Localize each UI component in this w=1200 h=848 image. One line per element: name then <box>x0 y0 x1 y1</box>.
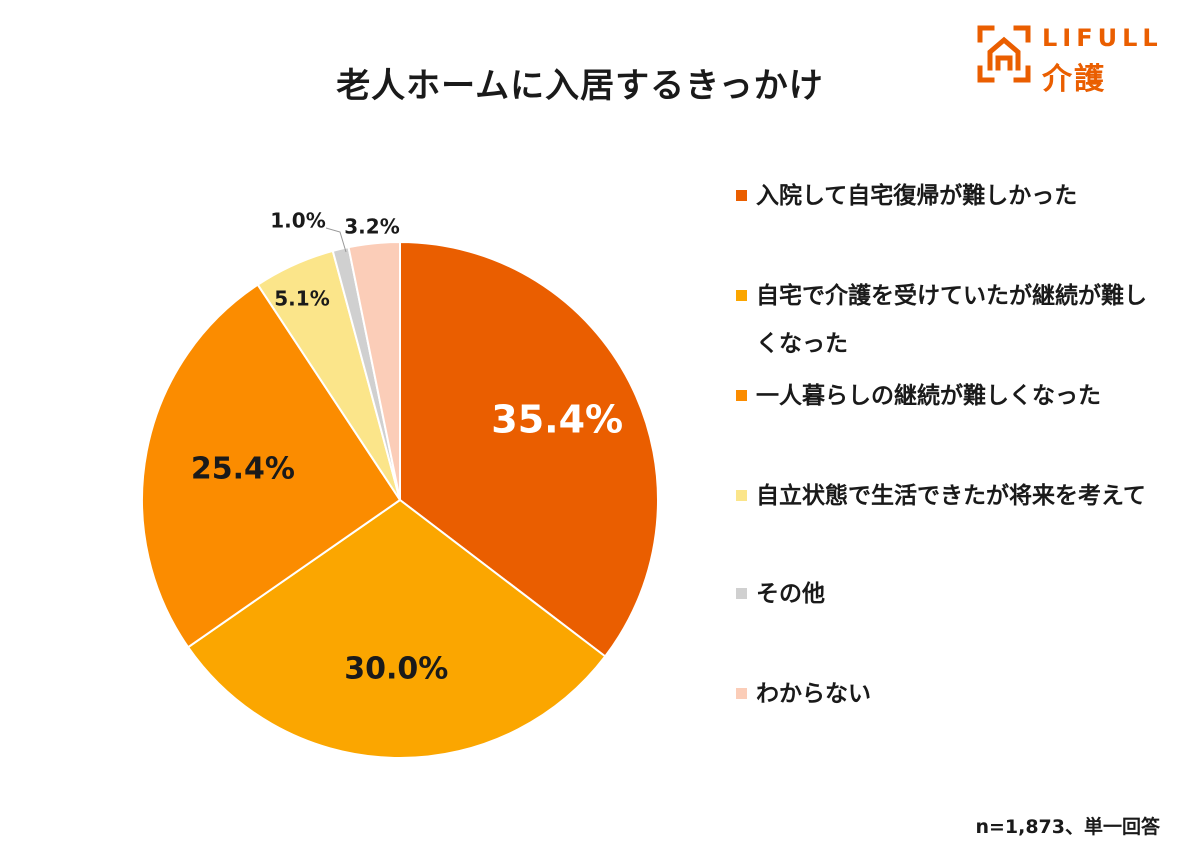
house-logo-icon <box>977 25 1031 83</box>
logo-text-top: LIFULL <box>1042 24 1163 52</box>
leader-line-4 <box>325 227 347 253</box>
legend-swatch-5 <box>736 688 747 699</box>
chart-title: 老人ホームに入居するきっかけ <box>336 66 824 106</box>
chart-legend: 入院して自宅復帰が難しかった自宅で介護を受けていたが継続が難しくなった一人暮らし… <box>736 0 1176 848</box>
legend-swatch-0 <box>736 190 747 201</box>
slice-value-label-5: 3.2% <box>344 215 399 239</box>
legend-swatch-1 <box>736 290 747 301</box>
slice-value-label-4: 1.0% <box>270 209 325 233</box>
slice-value-label-2: 25.4% <box>191 451 295 486</box>
legend-label-2: 一人暮らしの継続が難しくなった <box>756 383 1101 409</box>
legend-swatch-4 <box>736 588 747 599</box>
legend-swatch-3 <box>736 490 747 501</box>
slice-value-label-0: 35.4% <box>491 398 623 442</box>
sample-size-note: n=1,873、単一回答 <box>975 816 1160 838</box>
pie-slice-0 <box>399 240 659 658</box>
legend-label-0: 入院して自宅復帰が難しかった <box>756 183 1078 209</box>
legend-swatch-2 <box>736 390 747 401</box>
pie-slice-2 <box>141 283 402 649</box>
pie-slice-1 <box>186 498 607 759</box>
pie-slice-5 <box>347 240 401 501</box>
legend-label-1: 自宅で介護を受けていたが継続が難しくなった <box>756 283 1147 357</box>
legend-label-3: 自立状態で生活できたが将来を考えて <box>756 483 1146 509</box>
legend-label-4: その他 <box>756 581 825 607</box>
slice-value-label-1: 30.0% <box>344 652 448 687</box>
logo-text-bottom: 介護 <box>1042 62 1106 97</box>
legend-label-5: わからない <box>756 681 871 707</box>
lifull-kaigo-logo: LIFULL 介護 <box>976 20 1186 97</box>
slice-value-label-3: 5.1% <box>274 287 329 311</box>
